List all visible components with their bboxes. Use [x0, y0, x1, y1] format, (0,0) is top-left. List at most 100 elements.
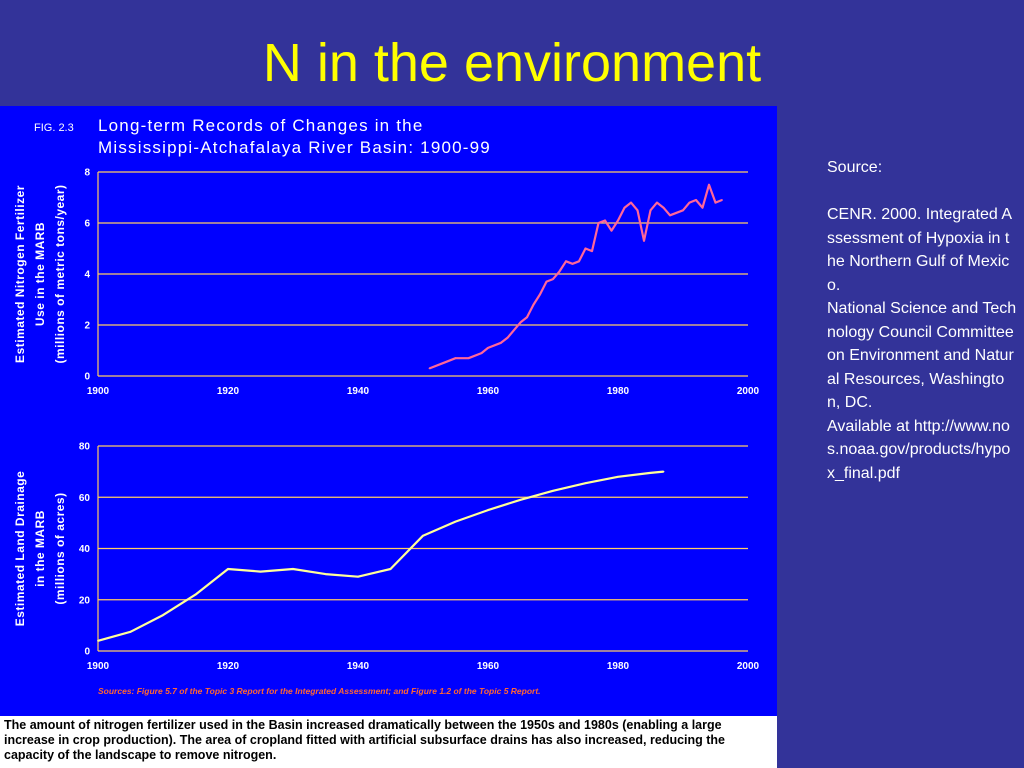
drainage-ytick-label: 40 — [79, 544, 91, 555]
fertilizer-xtick-label: 1900 — [87, 386, 110, 397]
fertilizer-data-point — [708, 183, 710, 186]
drainage-data-point — [194, 593, 197, 596]
slide-title: N in the environment — [262, 33, 762, 93]
source-citation: Source: CENR. 2000. Integrated Assessmen… — [827, 156, 1017, 485]
drainage-data-point — [129, 630, 132, 633]
fertilizer-data-point — [630, 201, 632, 204]
drainage-xtick-label: 1940 — [347, 661, 370, 672]
figure-panel: FIG. 2.3 Long-term Records of Changes in… — [0, 106, 777, 716]
fertilizer-data-point — [578, 260, 580, 263]
fertilizer-ytick-label: 2 — [84, 321, 90, 332]
drainage-ytick-label: 20 — [79, 595, 91, 606]
drainage-data-point — [519, 498, 522, 501]
drainage-data-point — [649, 472, 652, 474]
fertilizer-data-point — [656, 201, 658, 204]
fertilizer-data-point — [669, 214, 671, 217]
figure-title-line1: Long-term Records of Changes in the — [98, 116, 424, 135]
drainage-data-point — [162, 614, 164, 617]
drainage-ytick-label: 80 — [79, 442, 91, 453]
source-heading: Source: — [827, 159, 883, 176]
drainage-data-point — [357, 575, 359, 578]
drainage-chart: 0 20 40 60 80 1900 1920 1940 1960 1980 2000 Estimat… — [13, 442, 760, 673]
figure-caption: The amount of nitrogen fertilizer used i… — [0, 716, 777, 768]
fertilizer-ylabel-line: Use in the MARB — [33, 222, 47, 326]
fertilizer-data-point — [617, 219, 619, 222]
fertilizer-data-point — [454, 357, 457, 360]
source-publisher: National Science and Technology Council … — [827, 300, 1019, 411]
fertilizer-xtick-label: 1920 — [217, 386, 240, 397]
drainage-ylabel-line: (millions of acres) — [53, 492, 67, 604]
fertilizer-ytick-label: 0 — [84, 372, 90, 383]
drainage-xtick-label: 1980 — [607, 661, 630, 672]
drainage-xtick-label: 1900 — [87, 661, 110, 672]
fertilizer-ytick-label: 6 — [84, 219, 90, 230]
fertilizer-data-point — [623, 206, 626, 209]
drainage-data-point — [584, 482, 587, 485]
fertilizer-data-point — [571, 262, 574, 265]
fertilizer-xtick-label: 1960 — [477, 386, 500, 397]
fertilizer-ytick-label: 8 — [84, 168, 90, 179]
fertilizer-data-point — [441, 362, 444, 365]
fertilizer-data-point — [558, 270, 561, 273]
fertilizer-data-point — [721, 199, 723, 201]
fertilizer-data-point — [552, 278, 554, 280]
fertilizer-data-point — [682, 209, 684, 212]
fertilizer-data-point — [701, 206, 704, 209]
source-url: Available at http://www.nos.noaa.gov/pro… — [827, 417, 1011, 482]
figure-number: FIG. 2.3 — [34, 122, 74, 134]
figure-title-line2: Mississippi-Atchafalaya River Basin: 190… — [98, 138, 491, 157]
fertilizer-data-point — [714, 201, 717, 204]
fertilizer-ytick-label: 4 — [84, 270, 90, 281]
fertilizer-data-point — [539, 293, 541, 296]
drainage-xtick-label: 1960 — [477, 661, 500, 672]
fertilizer-data-point — [532, 303, 535, 306]
drainage-data-point — [454, 520, 457, 523]
fertilizer-xtick-label: 1940 — [347, 386, 370, 397]
fertilizer-chart: 0 2 4 6 8 1900 1920 1940 1960 1980 2000 Estimated N… — [13, 168, 760, 398]
fertilizer-data-point — [545, 280, 548, 283]
fertilizer-data-point — [695, 199, 697, 201]
drainage-ytick-label: 60 — [79, 493, 91, 504]
drainage-data-point — [227, 568, 229, 570]
drainage-data-point — [97, 639, 99, 642]
drainage-data-point — [617, 475, 619, 478]
fertilizer-data-point — [643, 239, 645, 242]
fertilizer-data-point — [649, 209, 652, 212]
fertilizer-series-line — [429, 183, 723, 370]
drainage-ylabel-line: in the MARB — [33, 510, 47, 587]
drainage-data-point — [422, 534, 424, 537]
fertilizer-data-point — [584, 247, 587, 250]
source-spacer — [827, 180, 1017, 204]
drainage-data-point — [662, 470, 665, 473]
drainage-data-point — [259, 570, 262, 573]
fertilizer-data-point — [675, 211, 678, 214]
source-report: CENR. 2000. Integrated Assessment of Hyp… — [827, 206, 1012, 294]
fertilizer-data-point — [526, 316, 528, 319]
fertilizer-data-point — [467, 357, 470, 360]
drainage-xtick-label: 2000 — [737, 661, 760, 672]
drainage-xtick-label: 1920 — [217, 661, 240, 672]
fertilizer-data-point — [506, 336, 509, 339]
fertilizer-data-point — [604, 219, 606, 222]
fertilizer-data-point — [610, 229, 613, 232]
fertilizer-xtick-label: 1980 — [607, 386, 630, 397]
fertilizer-data-point — [428, 367, 431, 370]
drainage-ylabel-line: Estimated Land Drainage — [13, 471, 27, 627]
fertilizer-data-point — [480, 352, 483, 354]
sources-note: Sources: Figure 5.7 of the Topic 3 Repor… — [98, 686, 541, 696]
drainage-ytick-label: 0 — [84, 647, 90, 658]
fertilizer-data-point — [591, 250, 593, 252]
fertilizer-data-point — [662, 206, 665, 209]
fertilizer-data-point — [500, 341, 502, 344]
drainage-data-point — [552, 489, 554, 492]
drainage-data-point — [292, 568, 294, 570]
drainage-data-point — [389, 568, 392, 570]
fertilizer-ylabel-line: Estimated Nitrogen Fertilizer — [13, 185, 27, 363]
fertilizer-xtick-label: 2000 — [737, 386, 760, 397]
drainage-data-point — [487, 509, 489, 511]
fertilizer-data-point — [636, 209, 639, 212]
fertilizer-data-point — [565, 260, 567, 263]
fertilizer-data-point — [597, 222, 600, 224]
fertilizer-data-point — [487, 347, 489, 349]
drainage-data-point — [324, 573, 327, 576]
